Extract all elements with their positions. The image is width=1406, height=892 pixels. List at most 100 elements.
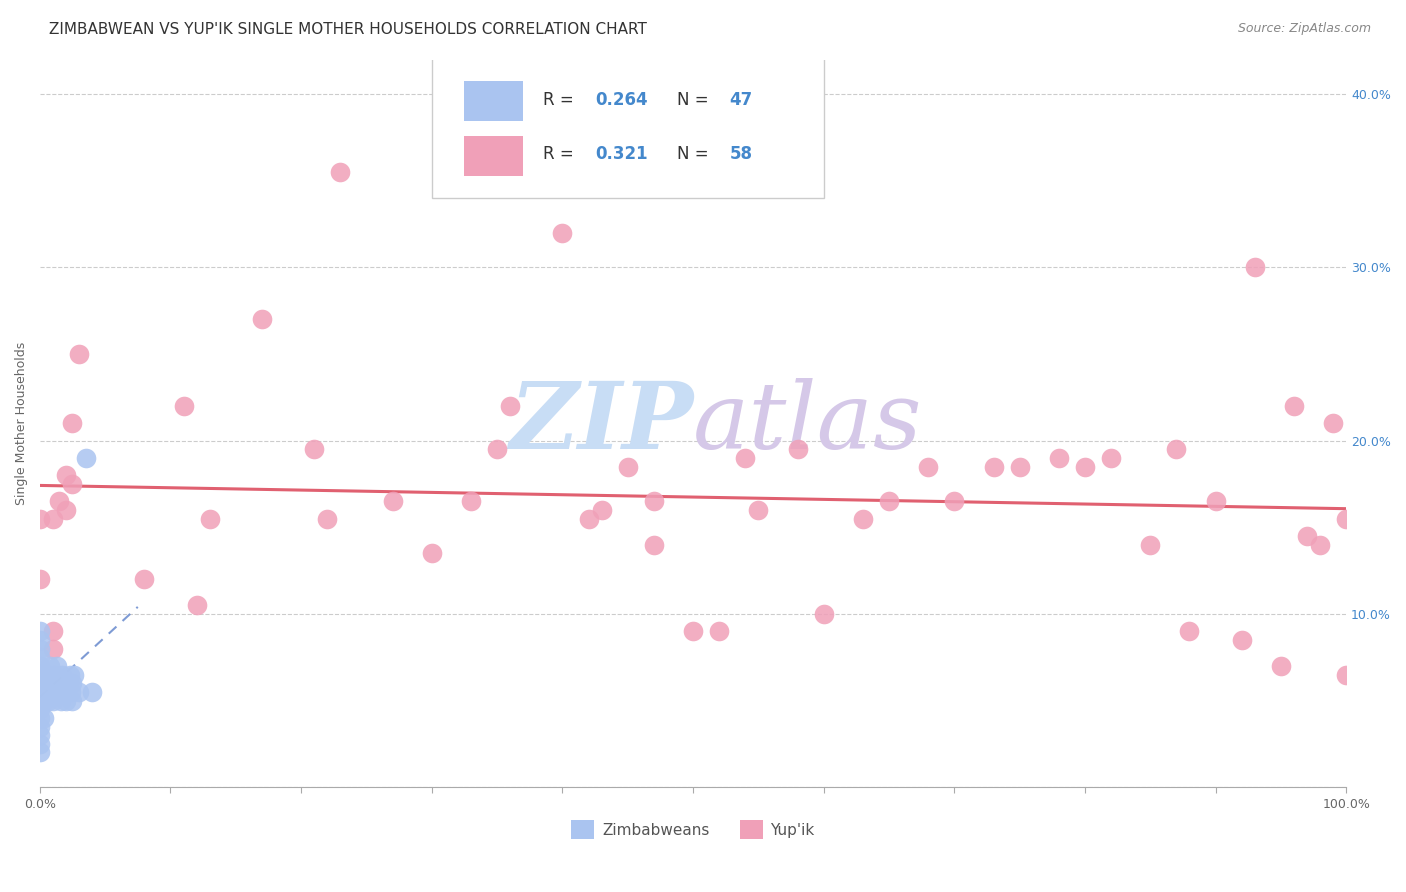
Point [1336,667,1358,681]
Point [329,165,352,179]
Point [734,450,756,465]
Point [75,450,97,465]
Point [28,702,51,716]
Point [1166,442,1188,457]
Point [28,659,51,673]
Text: ZIMBABWEAN VS YUP'IK SINGLE MOTHER HOUSEHOLDS CORRELATION CHART: ZIMBABWEAN VS YUP'IK SINGLE MOTHER HOUSE… [49,22,647,37]
Point [302,442,325,457]
Point [28,728,51,742]
Point [60,685,83,699]
Point [35,685,58,699]
Point [28,746,51,760]
Point [42,624,65,639]
Point [643,494,665,508]
Point [35,667,58,681]
Point [67,685,90,699]
Point [44,685,66,699]
Point [1282,399,1305,413]
Point [943,494,966,508]
Point [1099,450,1122,465]
Text: ZIP: ZIP [509,378,693,468]
Point [39,676,62,690]
Point [1270,659,1292,673]
Point [39,659,62,673]
Point [877,494,900,508]
Point [1047,450,1070,465]
Point [48,494,70,508]
Point [55,503,77,517]
Point [52,676,75,690]
Point [55,693,77,707]
Point [55,468,77,483]
Point [67,347,90,361]
Point [28,711,51,725]
Point [37,693,59,707]
Point [42,676,65,690]
Point [134,572,156,586]
Point [486,442,509,457]
Point [62,417,84,431]
Point [44,667,66,681]
Point [28,719,51,733]
Point [58,676,80,690]
Point [53,685,76,699]
Point [1008,459,1031,474]
Text: 0.264: 0.264 [595,91,648,109]
Point [1309,538,1331,552]
Point [578,511,600,525]
FancyBboxPatch shape [432,56,824,198]
Point [28,572,51,586]
Point [28,693,51,707]
Point [28,667,51,681]
Point [28,737,51,751]
Text: N =: N = [678,91,714,109]
Point [62,477,84,491]
Point [420,546,443,560]
Point [32,711,55,725]
Point [28,676,51,690]
Point [1139,538,1161,552]
Legend: Zimbabweans, Yup'ik: Zimbabweans, Yup'ik [565,814,821,845]
Point [1296,529,1319,543]
Point [616,459,638,474]
Point [316,511,339,525]
Point [49,693,72,707]
Point [1322,417,1344,431]
Point [1230,632,1253,647]
Point [983,459,1005,474]
Text: Source: ZipAtlas.com: Source: ZipAtlas.com [1237,22,1371,36]
Point [28,685,51,699]
Point [62,693,84,707]
FancyBboxPatch shape [464,136,523,176]
Text: 0.321: 0.321 [595,145,648,163]
Point [682,624,704,639]
Point [1336,511,1358,525]
Text: atlas: atlas [693,378,922,468]
Point [786,442,808,457]
Point [42,641,65,656]
Text: R =: R = [543,91,579,109]
Point [45,659,67,673]
Point [34,676,56,690]
Point [460,494,482,508]
Point [499,399,522,413]
Point [1178,624,1201,639]
Point [42,693,65,707]
Point [381,494,404,508]
Point [32,693,55,707]
Point [62,667,84,681]
FancyBboxPatch shape [464,81,523,121]
Point [28,624,51,639]
Point [1243,260,1265,275]
Point [28,641,51,656]
Point [51,667,73,681]
Point [917,459,939,474]
Point [186,599,208,613]
Point [551,226,574,240]
Point [28,650,51,665]
Point [48,676,70,690]
Point [250,312,273,326]
Point [643,538,665,552]
Point [42,511,65,525]
Point [56,685,79,699]
